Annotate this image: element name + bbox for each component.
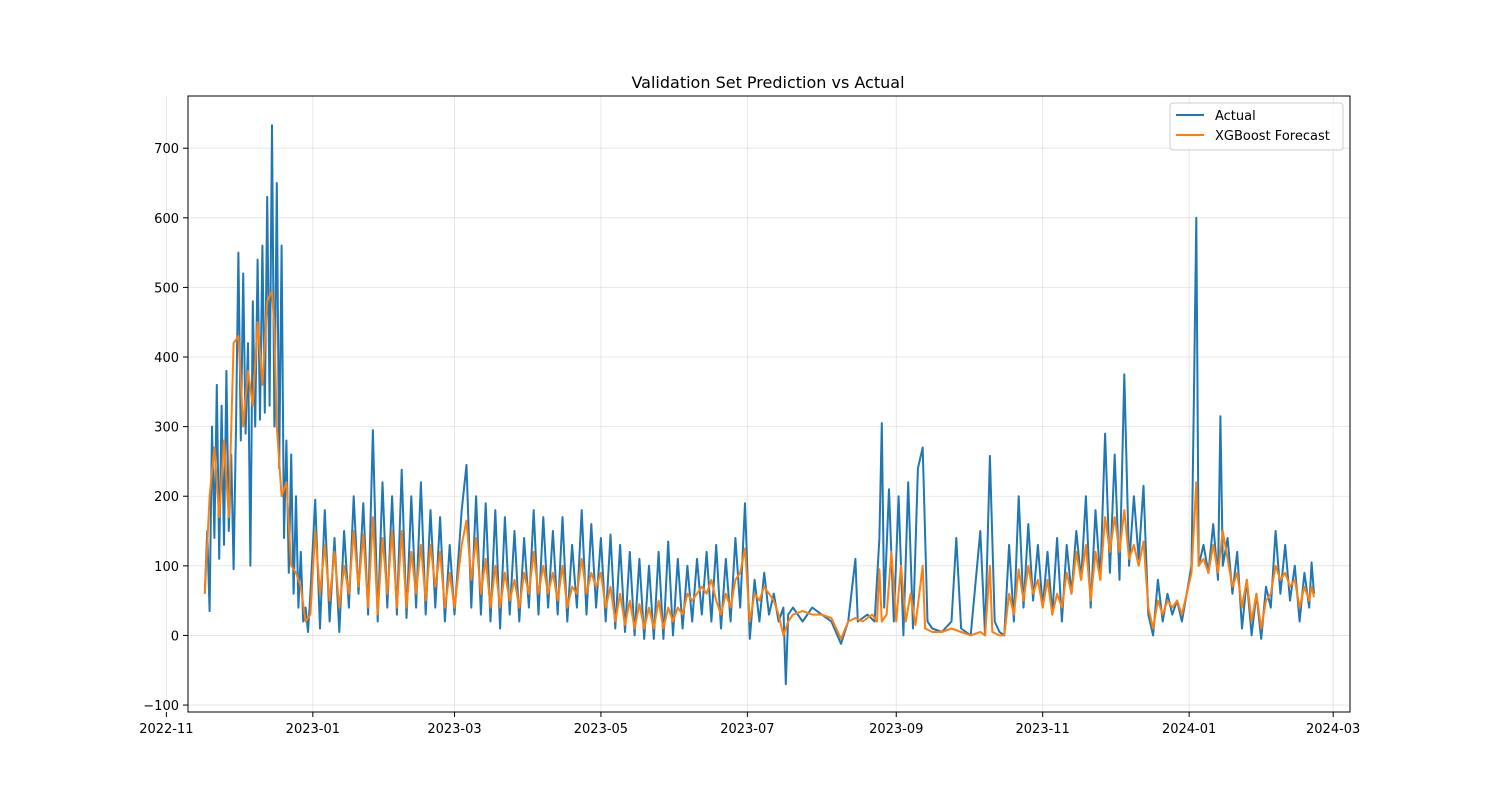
y-tick-label: 0 — [171, 629, 179, 644]
y-tick-label: 300 — [154, 421, 179, 436]
chart-title: Validation Set Prediction vs Actual — [631, 73, 904, 92]
legend: Actual XGBoost Forecast — [1169, 102, 1344, 151]
x-tick-label: 2023-05 — [574, 722, 628, 737]
x-tick-label: 2023-09 — [869, 722, 923, 737]
y-axis: −100 0 100 200 300 400 500 600 700 — [143, 142, 188, 714]
x-tick-label: 2024-03 — [1306, 722, 1360, 737]
y-tick-label: 700 — [154, 142, 179, 157]
x-tick-label: 2023-03 — [427, 722, 481, 737]
x-tick-label: 2023-01 — [286, 722, 340, 737]
x-tick-label: 2023-07 — [720, 722, 774, 737]
x-tick-label: 2022-11 — [139, 722, 193, 737]
y-tick-label: 500 — [154, 281, 179, 296]
legend-label-forecast: XGBoost Forecast — [1215, 129, 1330, 144]
x-tick-label: 2024-01 — [1162, 722, 1216, 737]
series-line-actual — [203, 124, 1315, 686]
legend-label-actual: Actual — [1215, 109, 1256, 124]
series-layer — [203, 124, 1315, 686]
y-tick-label: 600 — [154, 212, 179, 227]
grid-lines — [165, 96, 1350, 712]
plot-frame — [187, 95, 1351, 713]
series-line-forecast — [203, 289, 1315, 640]
legend-box — [1169, 102, 1344, 151]
x-tick-label: 2023-11 — [1016, 722, 1070, 737]
y-tick-label: −100 — [143, 699, 179, 714]
y-tick-label: 200 — [154, 490, 179, 505]
y-tick-label: 100 — [154, 560, 179, 575]
y-tick-label: 400 — [154, 351, 179, 366]
x-axis: 2022-11 2023-01 2023-03 2023-05 2023-07 2023-… — [139, 712, 1360, 737]
